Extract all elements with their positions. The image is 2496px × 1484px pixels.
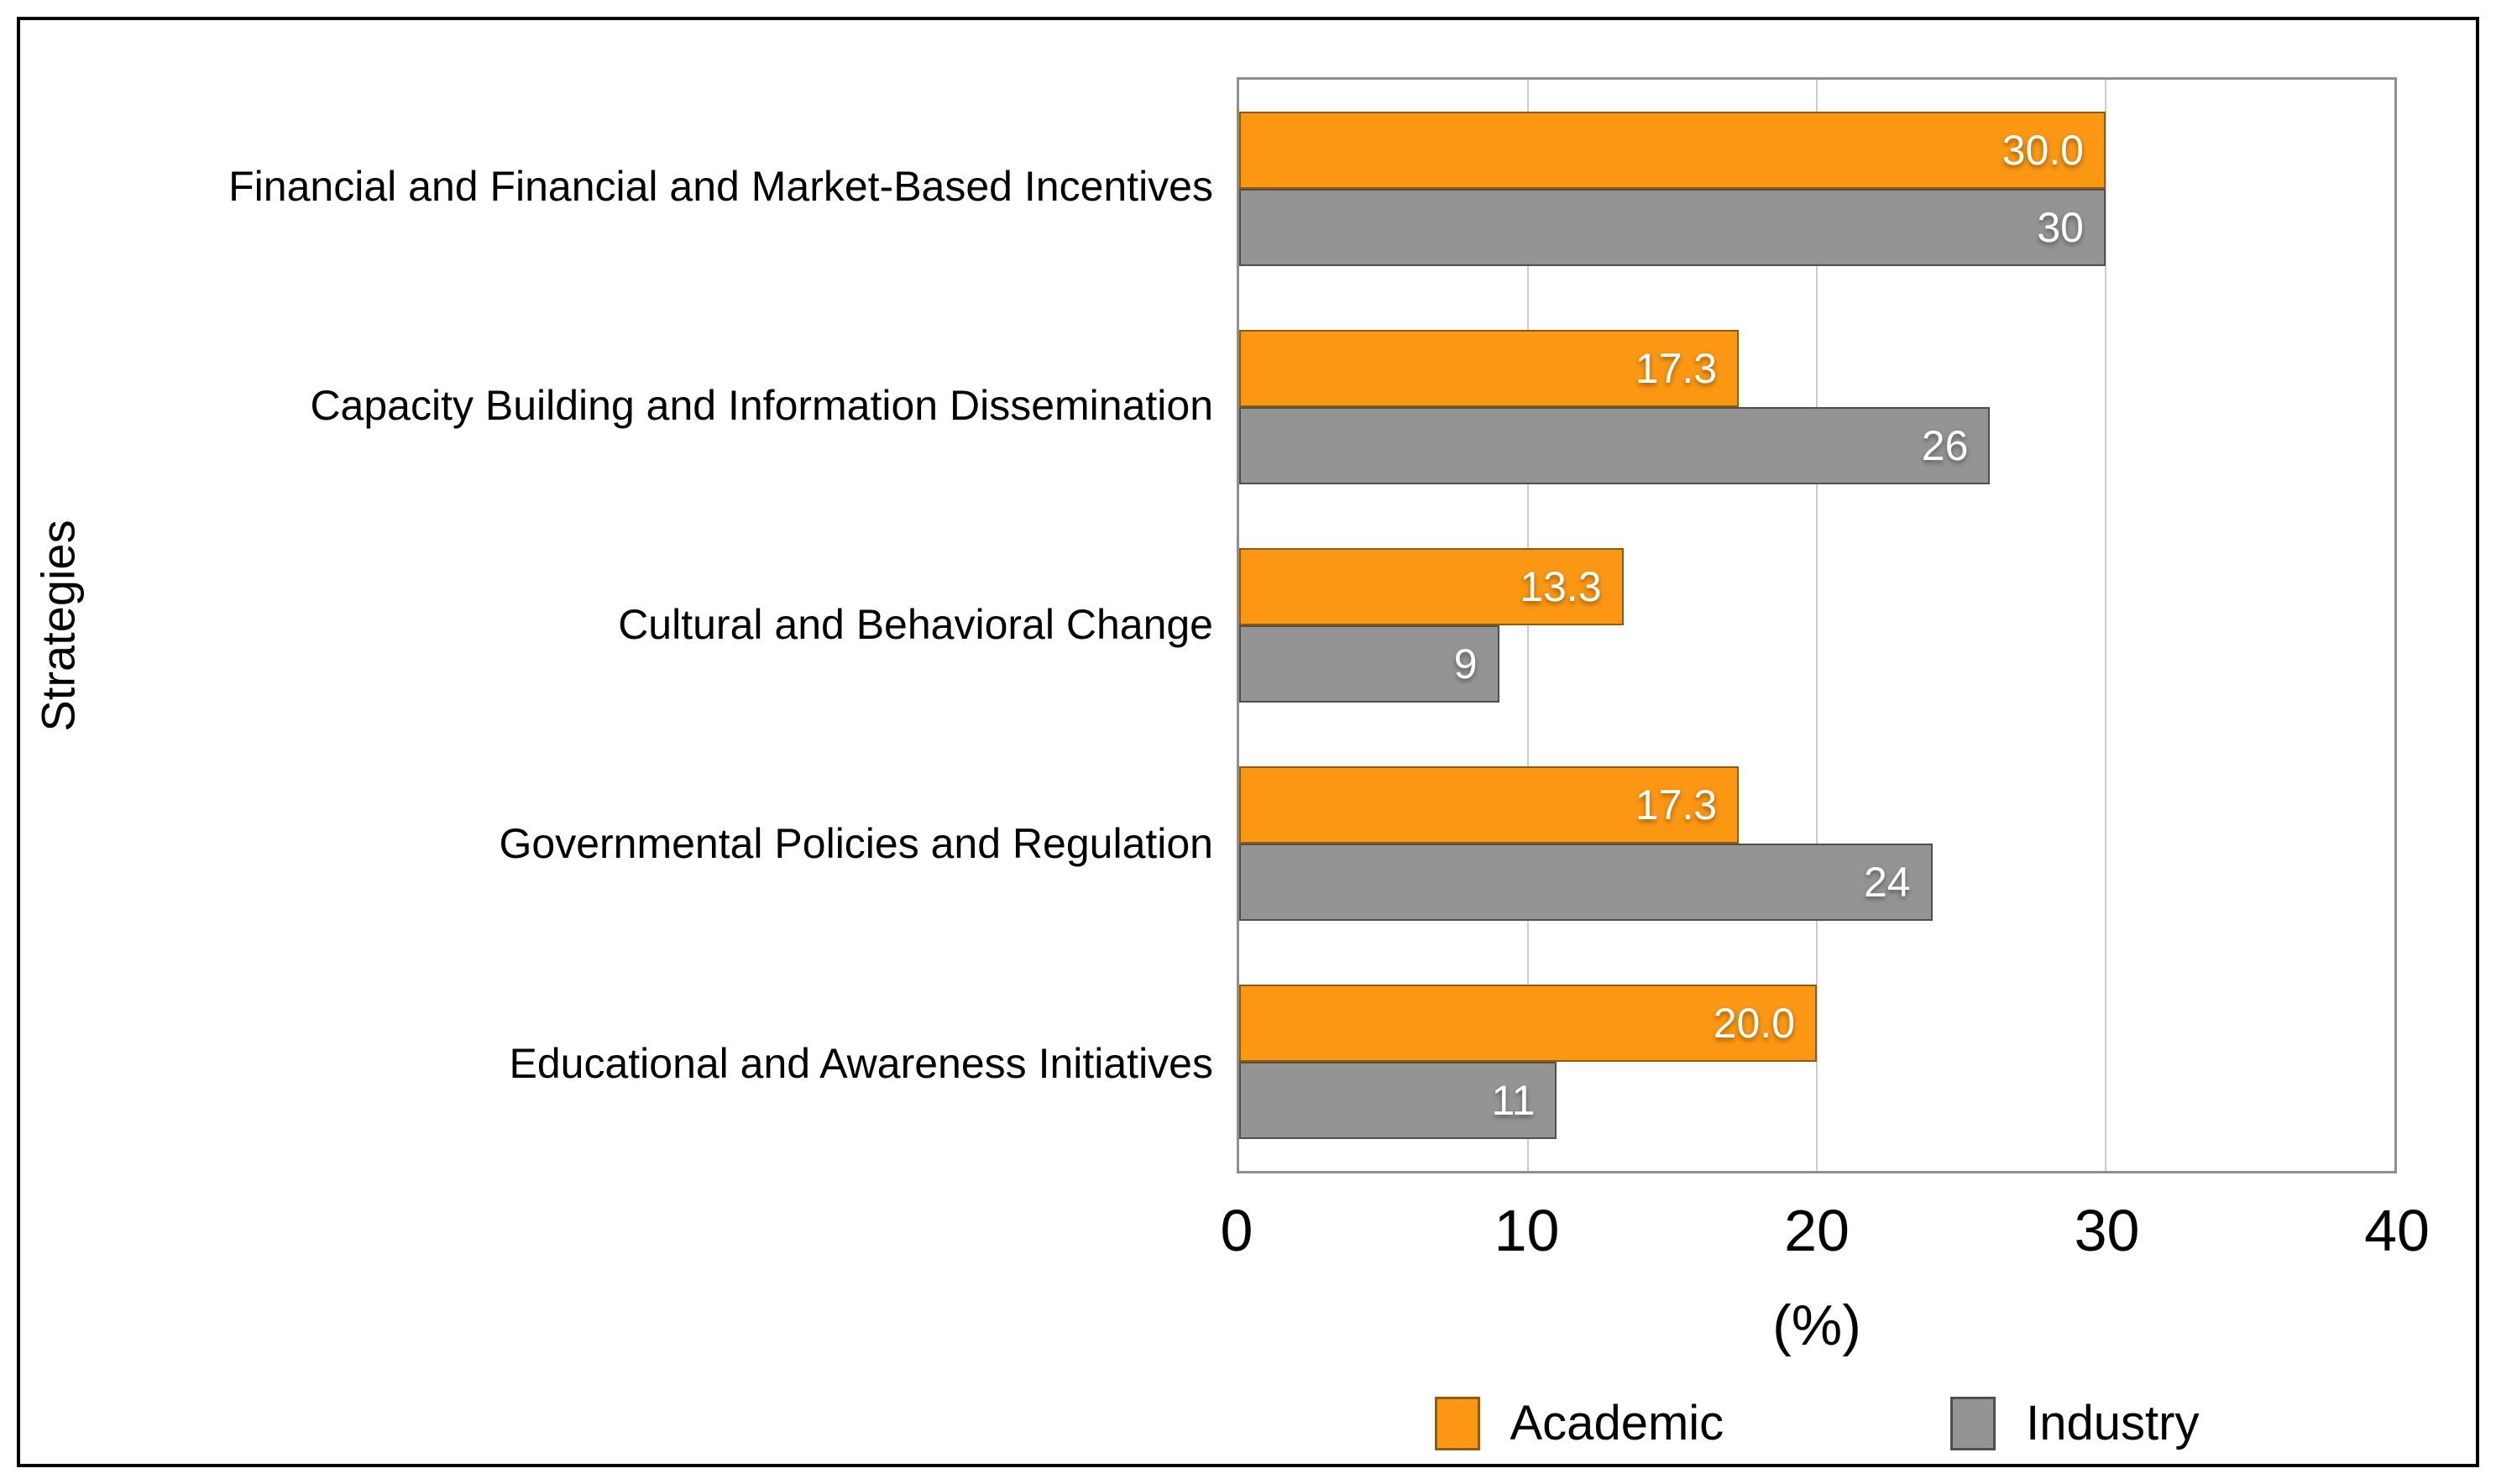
category-label-text: Financial and Financial and Market-Based… bbox=[228, 162, 1213, 210]
bar-academic-4: 20.0 bbox=[1239, 985, 1817, 1062]
gridline-30 bbox=[2105, 80, 2106, 1171]
bar-industry-4: 11 bbox=[1239, 1062, 1557, 1139]
bar-value-label: 26 bbox=[1921, 422, 1969, 469]
bar-value-label: 20.0 bbox=[1713, 1000, 1795, 1047]
bar-value-label: 30 bbox=[2037, 204, 2084, 251]
category-labels: Financial and Financial and Market-Based… bbox=[84, 77, 1213, 1173]
category-label-text: Educational and Awareness Initiatives bbox=[509, 1039, 1213, 1087]
bar-group-1: 17.3 26 bbox=[1239, 298, 2394, 516]
x-tick-20: 20 bbox=[1784, 1198, 1850, 1263]
x-axis-title: (%) bbox=[1772, 1293, 1861, 1357]
bar-industry-3: 24 bbox=[1239, 844, 1933, 921]
category-label-text: Governmental Policies and Regulation bbox=[499, 820, 1214, 868]
x-tick-10: 10 bbox=[1494, 1198, 1560, 1263]
category-label-4: Educational and Awareness Initiatives bbox=[84, 954, 1213, 1173]
bar-group-0: 30.0 30 bbox=[1239, 80, 2394, 298]
bar-value-label: 13.3 bbox=[1520, 563, 1602, 610]
bar-group-2: 13.3 9 bbox=[1239, 516, 2394, 734]
x-tick-40: 40 bbox=[2364, 1198, 2430, 1263]
legend-item-industry: Industry bbox=[1950, 1395, 2199, 1451]
bar-industry-0: 30 bbox=[1239, 189, 2106, 266]
bar-academic-3: 17.3 bbox=[1239, 766, 1740, 844]
bar-value-label: 17.3 bbox=[1635, 781, 1718, 828]
bar-academic-1: 17.3 bbox=[1239, 330, 1740, 407]
gridlines bbox=[1239, 80, 2394, 1171]
plot-area: 30.0 30 17.3 26 13.3 9 17.3 24 20.0 11 bbox=[1237, 77, 2397, 1173]
bar-value-label: 30.0 bbox=[2002, 127, 2084, 174]
category-label-text: Capacity Building and Information Dissem… bbox=[310, 382, 1213, 430]
bar-groups: 30.0 30 17.3 26 13.3 9 17.3 24 20.0 11 bbox=[1239, 80, 2394, 1171]
legend: Academic Industry bbox=[1237, 1383, 2397, 1463]
category-label-2: Cultural and Behavioral Change bbox=[84, 515, 1213, 734]
bar-academic-2: 13.3 bbox=[1239, 548, 1624, 625]
legend-swatch-industry bbox=[1950, 1396, 1996, 1450]
bar-academic-0: 30.0 bbox=[1239, 112, 2106, 189]
gridline-10 bbox=[1527, 80, 1529, 1171]
bar-value-label: 17.3 bbox=[1635, 345, 1718, 392]
bar-industry-2: 9 bbox=[1239, 625, 1499, 703]
bar-value-label: 24 bbox=[1863, 859, 1911, 906]
category-label-0: Financial and Financial and Market-Based… bbox=[84, 77, 1213, 296]
bar-group-3: 17.3 24 bbox=[1239, 734, 2394, 953]
gridline-20 bbox=[1816, 80, 1818, 1171]
bar-industry-1: 26 bbox=[1239, 407, 1991, 484]
legend-label-academic: Academic bbox=[1510, 1396, 1724, 1450]
category-label-1: Capacity Building and Information Dissem… bbox=[84, 296, 1213, 515]
bar-value-label: 9 bbox=[1453, 640, 1478, 687]
x-tick-30: 30 bbox=[2074, 1198, 2140, 1263]
bar-value-label: 11 bbox=[1491, 1077, 1536, 1124]
category-label-3: Governmental Policies and Regulation bbox=[84, 735, 1214, 954]
y-axis-title: Strategies bbox=[32, 519, 86, 732]
x-tick-0: 0 bbox=[1220, 1198, 1253, 1263]
bar-group-4: 20.0 11 bbox=[1239, 953, 2394, 1171]
legend-swatch-academic bbox=[1434, 1396, 1480, 1450]
x-ticks: 0 10 20 30 40 bbox=[1221, 1197, 2430, 1277]
legend-label-industry: Industry bbox=[2026, 1396, 2200, 1450]
legend-item-academic: Academic bbox=[1434, 1395, 1724, 1451]
category-label-text: Cultural and Behavioral Change bbox=[618, 601, 1213, 649]
